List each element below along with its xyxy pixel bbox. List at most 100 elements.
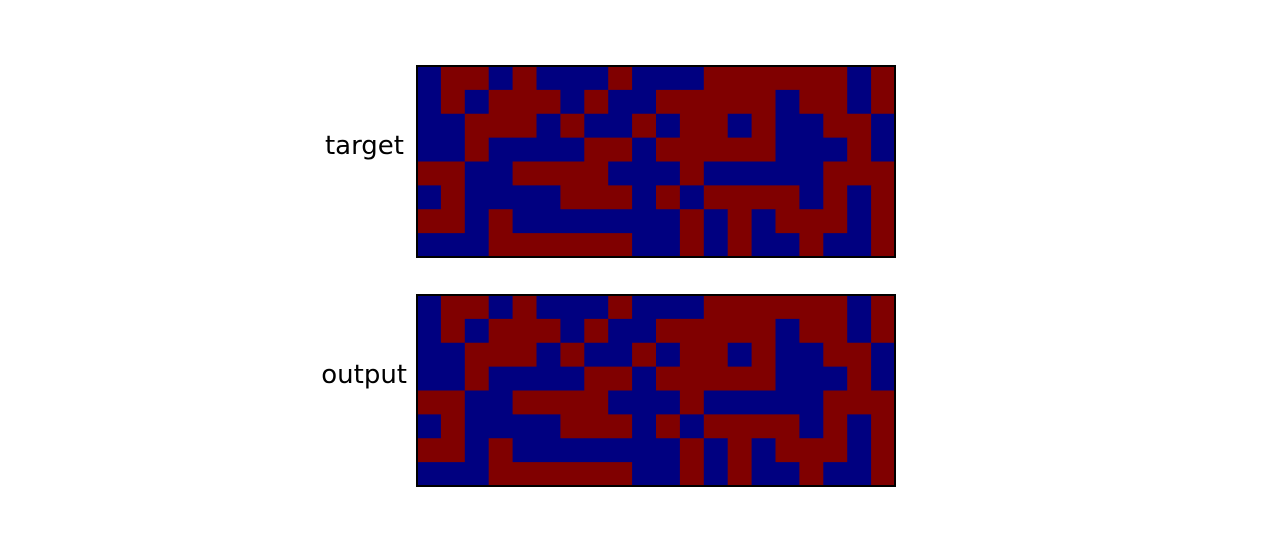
heatmap-cell xyxy=(417,414,442,439)
heatmap-cell xyxy=(727,390,752,415)
heatmap-cell xyxy=(656,342,681,368)
heatmap-cell xyxy=(751,66,776,91)
heatmap-cell xyxy=(464,89,490,115)
heatmap-cell xyxy=(656,295,681,320)
heatmap-cell xyxy=(417,113,442,139)
heatmap-cell xyxy=(775,209,800,234)
heatmap-cell xyxy=(656,161,681,186)
heatmap-cell xyxy=(823,318,848,344)
heatmap-cell xyxy=(632,366,657,391)
heatmap-cell xyxy=(847,233,872,258)
target-heatmap xyxy=(416,65,896,258)
heatmap-cell xyxy=(488,89,513,115)
heatmap-cell xyxy=(775,462,800,487)
heatmap-cell xyxy=(440,462,466,487)
heatmap-cell xyxy=(751,366,776,391)
heatmap-cell xyxy=(584,161,609,186)
heatmap-cell xyxy=(775,390,800,415)
heatmap-cell xyxy=(584,438,609,463)
heatmap-cell xyxy=(751,89,776,115)
heatmap-cell xyxy=(632,185,657,210)
heatmap-cell xyxy=(727,209,752,234)
heatmap-cell xyxy=(512,366,537,391)
heatmap-cell xyxy=(417,89,442,115)
heatmap-cell xyxy=(536,209,561,234)
heatmap-cell xyxy=(847,295,872,320)
heatmap-cell xyxy=(536,295,561,320)
heatmap-cell xyxy=(751,113,776,139)
heatmap-cell xyxy=(656,366,681,391)
heatmap-cell xyxy=(751,462,776,487)
heatmap-cell xyxy=(536,414,561,439)
heatmap-cell xyxy=(775,66,800,91)
heatmap-cell xyxy=(679,318,705,344)
heatmap-cell xyxy=(847,185,872,210)
heatmap-cell xyxy=(823,113,848,139)
heatmap-cell xyxy=(512,462,537,487)
heatmap-cell xyxy=(703,438,729,463)
heatmap-cell xyxy=(727,318,752,344)
heatmap-cell xyxy=(727,161,752,186)
heatmap-cell xyxy=(512,342,537,368)
heatmap-cell xyxy=(560,390,585,415)
heatmap-cell xyxy=(727,185,752,210)
heatmap-cell xyxy=(440,137,466,162)
heatmap-cell xyxy=(488,366,513,391)
heatmap-cell xyxy=(727,295,752,320)
heatmap-cell xyxy=(417,66,442,91)
heatmap-cell xyxy=(560,295,585,320)
heatmap-cell xyxy=(536,66,561,91)
heatmap-cell xyxy=(823,366,848,391)
heatmap-cell xyxy=(464,390,490,415)
heatmap-cell xyxy=(703,318,729,344)
heatmap-cell xyxy=(584,137,609,162)
heatmap-cell xyxy=(584,113,609,139)
heatmap-cell xyxy=(751,233,776,258)
heatmap-cell xyxy=(512,137,537,162)
heatmap-cell xyxy=(584,366,609,391)
heatmap-cell xyxy=(679,113,705,139)
heatmap-cell xyxy=(871,438,896,463)
heatmap-cell xyxy=(847,113,872,139)
heatmap-cell xyxy=(608,233,633,258)
output-label: output xyxy=(321,360,407,390)
heatmap-cell xyxy=(823,137,848,162)
heatmap-cell xyxy=(799,462,824,487)
heatmap-cell xyxy=(679,209,705,234)
heatmap-cell xyxy=(632,209,657,234)
heatmap-cell xyxy=(560,161,585,186)
heatmap-cell xyxy=(608,66,633,91)
heatmap-cell xyxy=(512,161,537,186)
heatmap-cell xyxy=(751,318,776,344)
heatmap-cell xyxy=(608,438,633,463)
heatmap-cell xyxy=(488,233,513,258)
heatmap-cell xyxy=(799,342,824,368)
heatmap-cell xyxy=(536,185,561,210)
heatmap-cell xyxy=(512,89,537,115)
heatmap-cell xyxy=(536,342,561,368)
heatmap-cell xyxy=(847,66,872,91)
heatmap-cell xyxy=(417,438,442,463)
heatmap-cell xyxy=(560,209,585,234)
heatmap-cell xyxy=(536,366,561,391)
heatmap-cell xyxy=(727,233,752,258)
heatmap-cell xyxy=(799,66,824,91)
heatmap-cell xyxy=(679,233,705,258)
heatmap-cell xyxy=(488,161,513,186)
heatmap-cell xyxy=(632,438,657,463)
heatmap-cell xyxy=(560,414,585,439)
heatmap-cell xyxy=(560,66,585,91)
heatmap-cell xyxy=(584,462,609,487)
heatmap-cell xyxy=(799,438,824,463)
heatmap-cell xyxy=(608,161,633,186)
heatmap-cell xyxy=(679,66,705,91)
heatmap-cell xyxy=(703,161,729,186)
heatmap-cell xyxy=(632,462,657,487)
heatmap-cell xyxy=(488,414,513,439)
heatmap-cell xyxy=(799,89,824,115)
heatmap-cell xyxy=(727,462,752,487)
heatmap-cell xyxy=(440,295,466,320)
heatmap-cell xyxy=(871,414,896,439)
heatmap-cell xyxy=(656,462,681,487)
heatmap-cell xyxy=(679,414,705,439)
